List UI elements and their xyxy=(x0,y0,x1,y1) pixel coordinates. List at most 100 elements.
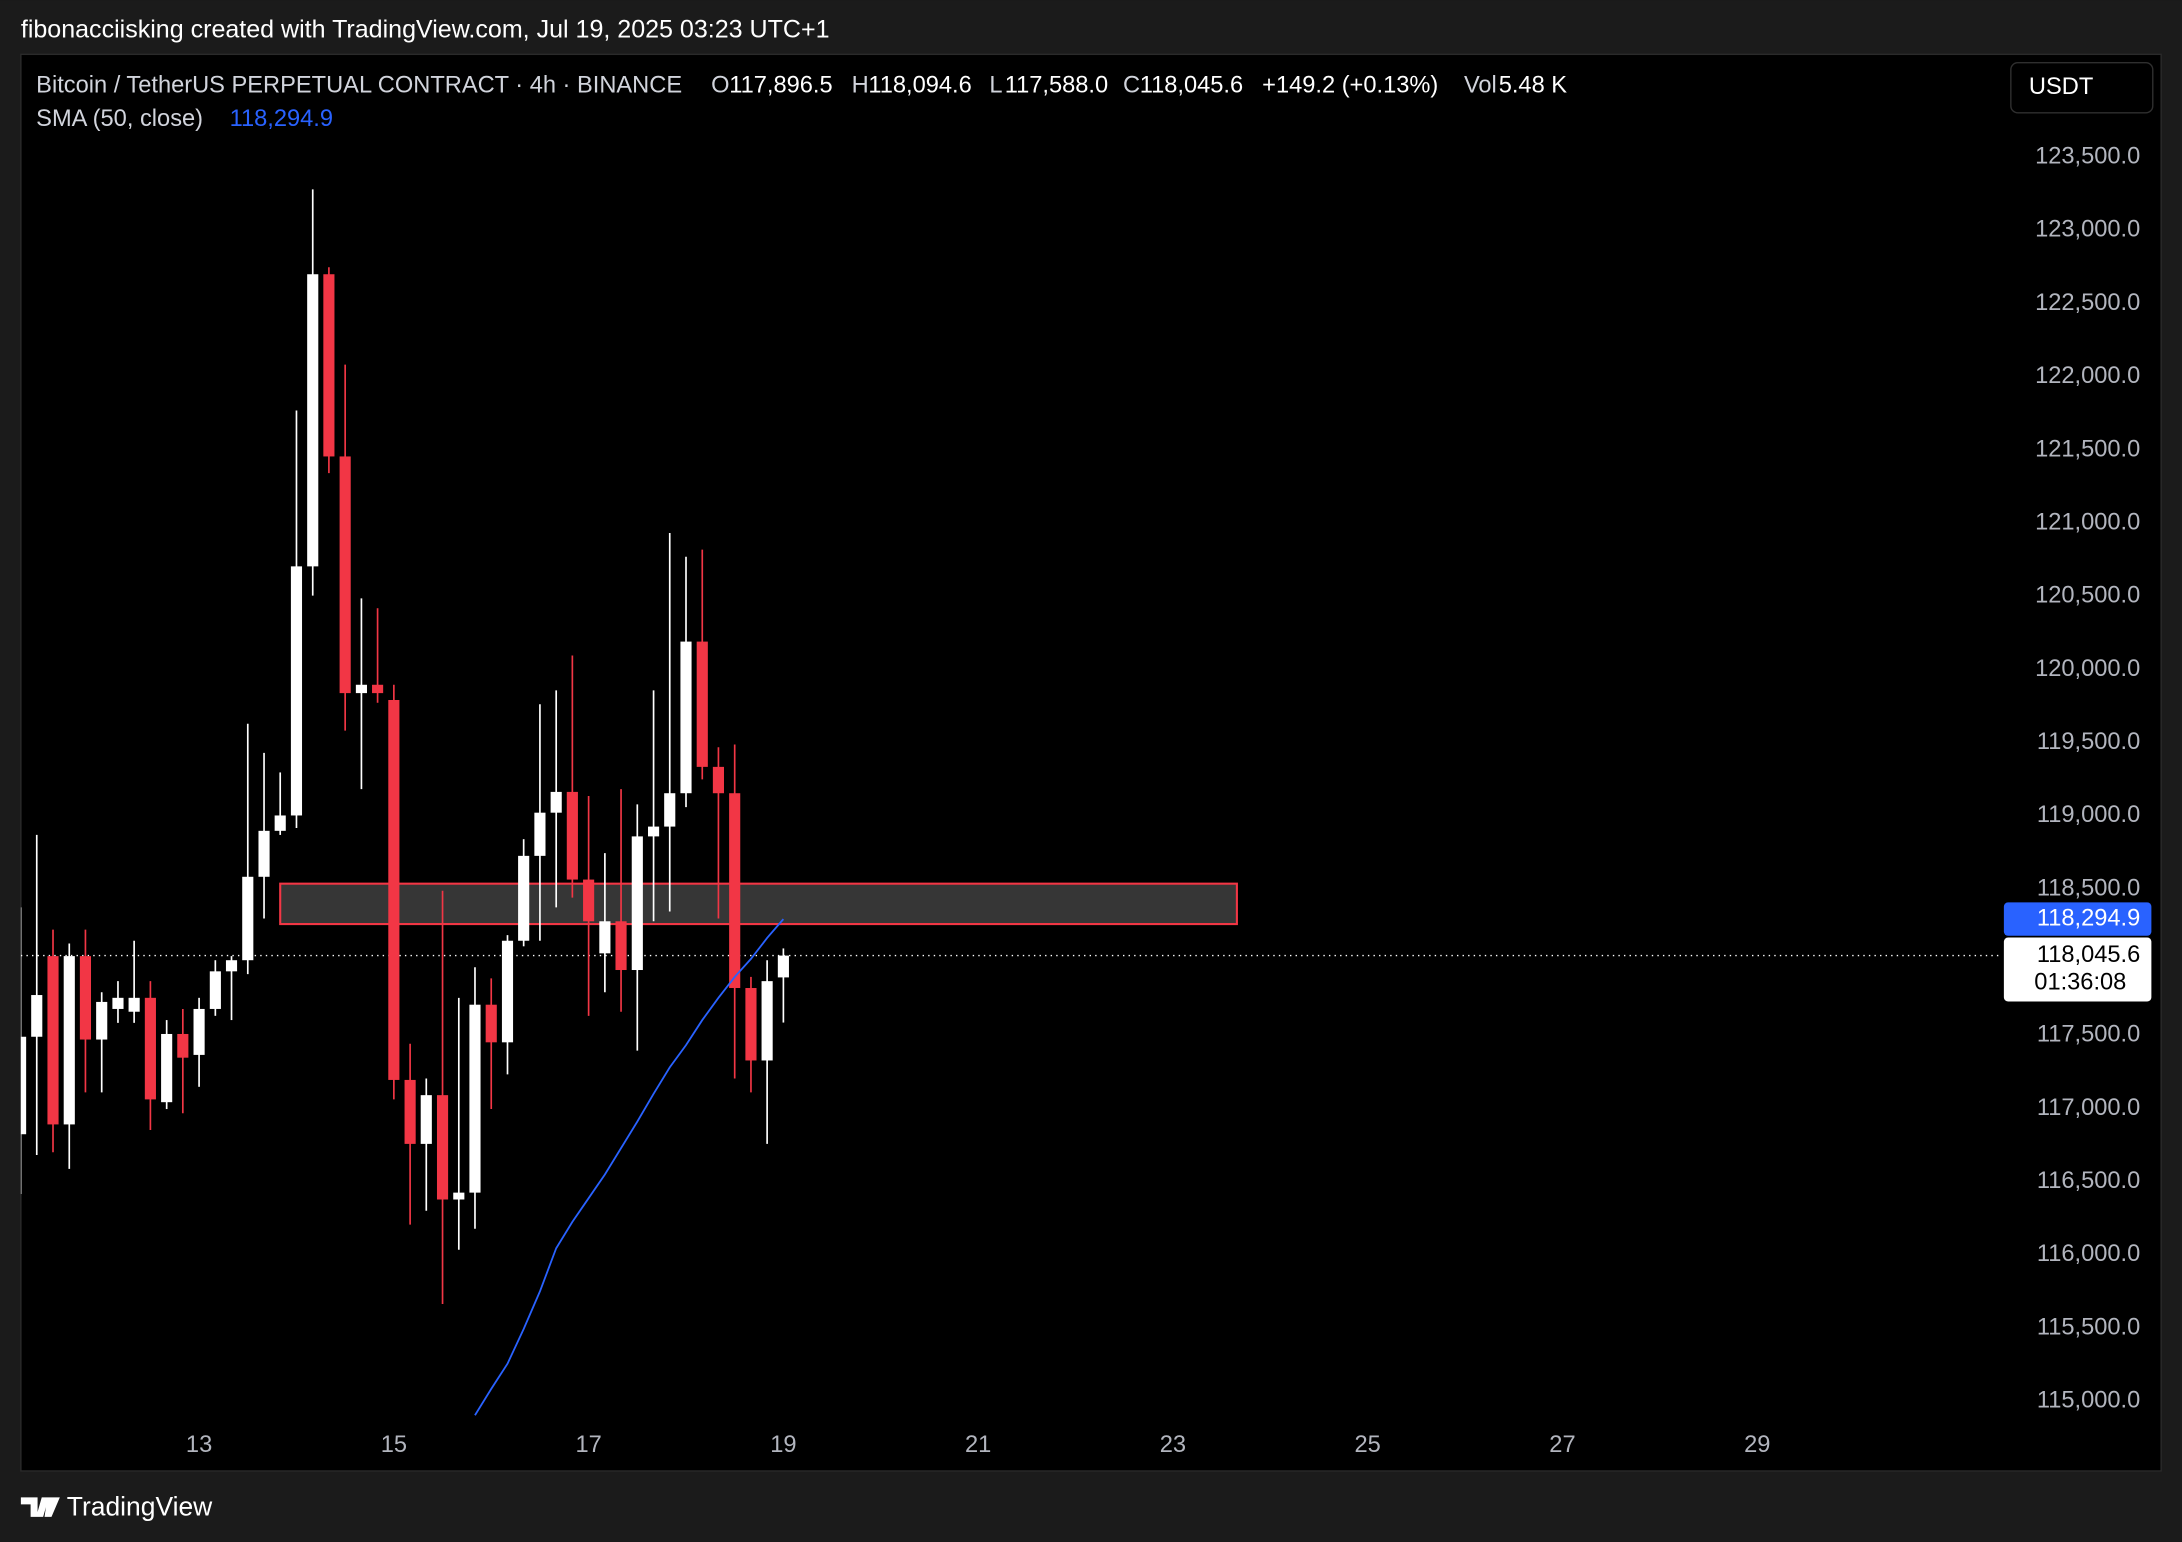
chart-panel xyxy=(20,53,2162,1472)
y-tick-label: 115,000.0 xyxy=(2037,1388,2140,1414)
candle-body xyxy=(761,981,773,1061)
sma-legend-value: 118,294.9 xyxy=(230,106,333,132)
candle-body xyxy=(518,855,530,941)
candle-body xyxy=(599,921,611,954)
sma-badge xyxy=(2003,902,2152,936)
x-tick-label: 23 xyxy=(1160,1432,1186,1458)
y-tick-label: 123,000.0 xyxy=(2035,217,2140,243)
legend-value: 118,045.6 xyxy=(1140,73,1243,99)
legend-key: C xyxy=(1123,73,1140,99)
candle-body xyxy=(501,940,514,1043)
candle-body xyxy=(258,830,270,877)
legend-volume-value: 5.48 K xyxy=(1499,73,1568,99)
legend-value: 117,896.5 xyxy=(729,73,832,99)
logo-icon xyxy=(20,1497,60,1517)
candle-body xyxy=(680,641,692,794)
y-tick-label: 117,500.0 xyxy=(2037,1022,2140,1048)
candle-body xyxy=(388,699,400,1080)
candle-body xyxy=(372,684,384,694)
legend-change: +149.2 (+0.13%) xyxy=(1262,73,1438,99)
candle-body xyxy=(583,879,595,922)
candle-body xyxy=(696,641,708,767)
y-tick-label: 115,500.0 xyxy=(2037,1314,2140,1340)
y-tick-label: 119,500.0 xyxy=(2037,729,2140,755)
y-tick-label: 120,000.0 xyxy=(2035,656,2140,682)
candle-body xyxy=(242,876,254,961)
candle-body xyxy=(729,793,741,989)
candle-body xyxy=(420,1095,432,1144)
candle-body xyxy=(453,1192,465,1200)
sma-legend-name: SMA (50, close) xyxy=(36,106,203,132)
zone xyxy=(279,882,1238,926)
y-tick-label: 121,500.0 xyxy=(2035,436,2140,462)
y-tick-label: 123,500.0 xyxy=(2035,144,2140,170)
candle-body xyxy=(96,1001,108,1040)
candle-body xyxy=(177,1033,189,1058)
y-tick-label: 117,000.0 xyxy=(2037,1095,2140,1121)
candle-body xyxy=(225,960,238,972)
candle-body xyxy=(128,997,140,1012)
last-price-badge xyxy=(2003,937,2152,1002)
candle-body xyxy=(712,766,724,794)
legend-key: L xyxy=(989,73,1002,99)
candle-body xyxy=(615,921,627,971)
candle-body xyxy=(31,995,43,1037)
legend-value: 118,094.6 xyxy=(868,73,971,99)
y-tick-label: 122,000.0 xyxy=(2035,363,2140,389)
countdown-label: 01:36:08 xyxy=(2034,970,2126,996)
x-tick-label: 15 xyxy=(381,1432,407,1458)
candle-body xyxy=(339,456,351,694)
last-price-label: 118,045.6 xyxy=(2037,942,2140,968)
candle-body xyxy=(777,955,789,978)
candle-body xyxy=(193,1008,205,1055)
footer-logo: TradingView xyxy=(20,1492,213,1522)
x-tick-label: 25 xyxy=(1355,1432,1381,1458)
y-tick-label: 116,500.0 xyxy=(2037,1168,2140,1194)
candle-body xyxy=(485,1004,497,1043)
candle-body xyxy=(47,956,59,1125)
x-tick-label: 27 xyxy=(1549,1432,1575,1458)
candle-body xyxy=(209,971,221,1009)
candle-body xyxy=(566,791,578,880)
candle-body xyxy=(323,274,335,457)
candle-body xyxy=(112,997,124,1009)
legend-key: O xyxy=(711,73,729,99)
candle-body xyxy=(161,1033,173,1103)
x-tick-label: 17 xyxy=(575,1432,601,1458)
candle-body xyxy=(436,1095,449,1200)
candle-body xyxy=(20,1036,27,1135)
legend-value: 117,588.0 xyxy=(1005,73,1108,99)
candle-body xyxy=(550,791,562,813)
y-tick-label: 120,500.0 xyxy=(2035,583,2140,609)
x-tick-label: 19 xyxy=(770,1432,796,1458)
candle-body xyxy=(144,997,156,1100)
x-tick-label: 21 xyxy=(965,1432,991,1458)
y-tick-label: 116,000.0 xyxy=(2037,1241,2140,1267)
candle-body xyxy=(404,1079,416,1144)
candle-body xyxy=(63,956,75,1125)
candle-body xyxy=(648,826,660,837)
y-tick-label: 122,500.0 xyxy=(2035,290,2140,316)
sma-badge-label: 118,294.9 xyxy=(2037,905,2140,931)
candle-body xyxy=(290,566,303,816)
currency-button[interactable] xyxy=(2010,61,2154,114)
y-tick-label: 119,000.0 xyxy=(2037,802,2140,828)
x-tick-label: 13 xyxy=(186,1432,212,1458)
candle-body xyxy=(274,815,286,831)
candle-body xyxy=(307,274,319,567)
legend-key: H xyxy=(852,73,869,99)
chart-title: Bitcoin / TetherUS PERPETUAL CONTRACT · … xyxy=(36,73,682,99)
x-tick-label: 29 xyxy=(1744,1432,1770,1458)
axes: 115,000.0 115,500.0 116,000.0 116,500.0 117,… xyxy=(186,144,2152,1458)
candle-body xyxy=(469,1004,481,1193)
y-tick-label: 118,500.0 xyxy=(2037,875,2140,901)
sma-line xyxy=(474,918,785,1416)
plot xyxy=(20,189,2000,1416)
legend-volume-key: Vol xyxy=(1464,73,1497,99)
candle-body xyxy=(355,684,367,694)
candle-body xyxy=(664,793,676,827)
candle-body xyxy=(534,812,546,856)
attribution: fibonacciisking created with TradingView… xyxy=(21,15,830,43)
